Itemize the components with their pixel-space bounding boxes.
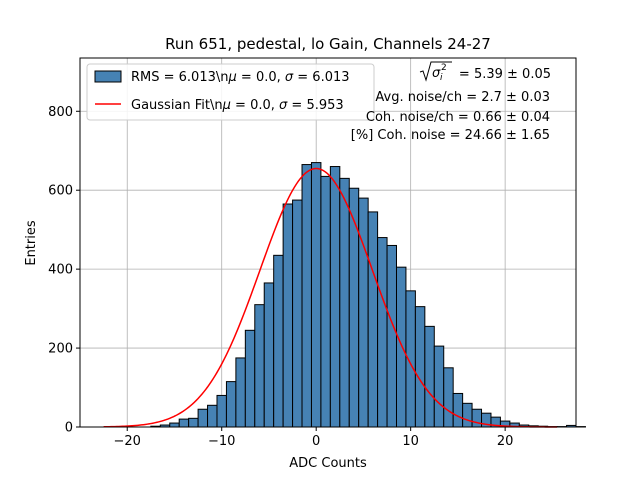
histogram-bar xyxy=(320,175,331,428)
histogram-bar xyxy=(348,187,360,428)
y-axis-ticks: 0 200 400 600 800 xyxy=(48,105,80,436)
legend-box xyxy=(86,63,375,121)
histogram-bar xyxy=(443,367,454,428)
histogram-bar xyxy=(197,408,209,428)
histogram-bar xyxy=(225,381,237,428)
histogram-bar xyxy=(395,266,407,428)
legend-label-fit: Gaussian Fit\nμ = 0.0, σ = 5.953 xyxy=(131,98,344,113)
histogram-bar xyxy=(169,422,180,428)
histogram-bar xyxy=(358,197,369,428)
histogram-bar xyxy=(254,304,265,428)
x-axis-ticks: −20 −10 0 10 20 xyxy=(114,427,514,449)
histogram-bar xyxy=(292,199,303,428)
statistics-annotations: σ i 2 = 5.39 ± 0.05 Avg. noise/ch = 2.7 … xyxy=(351,61,551,143)
legend: RMS = 6.013\nμ = 0.0, σ = 6.013 Gaussian… xyxy=(86,63,375,121)
y-tick-label: 0 xyxy=(65,421,73,436)
y-tick-label: 200 xyxy=(48,342,73,357)
histogram-bar xyxy=(178,418,190,428)
histogram-bar xyxy=(433,345,445,428)
annotation-coh-noise: Coh. noise/ch = 0.66 ± 0.04 xyxy=(366,110,550,125)
histogram-bar xyxy=(282,203,294,428)
histogram-bar xyxy=(263,282,275,428)
legend-swatch-histogram xyxy=(94,70,122,83)
y-axis-label: Entries xyxy=(24,220,39,266)
plot-frame xyxy=(79,57,577,428)
sigma-i-symbol: σ i 2 xyxy=(419,61,452,83)
histogram-bar xyxy=(339,177,350,428)
gaussian-fit-line xyxy=(103,167,558,428)
annotation-sigma-value: = 5.39 ± 0.05 xyxy=(459,67,551,82)
histogram-bar xyxy=(216,394,227,428)
histogram-bar xyxy=(329,166,341,428)
histogram-bar xyxy=(377,237,388,428)
histogram-bar xyxy=(188,417,199,428)
histogram-bar xyxy=(414,306,426,428)
chart-title: Run 651, pedestal, lo Gain, Channels 24-… xyxy=(165,35,491,53)
svg-text:i: i xyxy=(440,73,443,83)
y-tick-label: 600 xyxy=(48,184,73,199)
x-tick-label: 0 xyxy=(312,434,320,449)
x-tick-label: −20 xyxy=(114,434,141,449)
svg-text:σ: σ xyxy=(432,66,441,81)
x-tick-label: −10 xyxy=(208,434,235,449)
x-tick-label: 20 xyxy=(497,434,514,449)
histogram-bar xyxy=(424,325,435,428)
histogram-bars xyxy=(150,162,586,428)
svg-text:2: 2 xyxy=(441,63,447,73)
annotation-avg-noise: Avg. noise/ch = 2.7 ± 0.03 xyxy=(375,90,550,105)
annotation-coh-noise-percent: [%] Coh. noise = 24.66 ± 1.65 xyxy=(351,128,550,143)
histogram-bar xyxy=(235,357,246,428)
histogram-bar xyxy=(471,408,483,428)
histogram-bar xyxy=(386,244,397,428)
x-axis-label: ADC Counts xyxy=(289,456,367,471)
histogram-bar xyxy=(301,164,312,428)
histogram-bar xyxy=(452,392,464,428)
legend-label-histogram: RMS = 6.013\nμ = 0.0, σ = 6.013 xyxy=(131,70,350,85)
x-tick-label: 10 xyxy=(402,434,419,449)
histogram-bar xyxy=(207,404,218,428)
histogram-bar xyxy=(310,162,322,428)
y-tick-label: 800 xyxy=(48,105,73,120)
histogram-bar xyxy=(244,329,256,428)
histogram-bar xyxy=(462,402,473,428)
y-tick-label: 400 xyxy=(48,263,73,278)
histogram-bar xyxy=(273,254,284,428)
histogram-bar xyxy=(367,211,379,428)
